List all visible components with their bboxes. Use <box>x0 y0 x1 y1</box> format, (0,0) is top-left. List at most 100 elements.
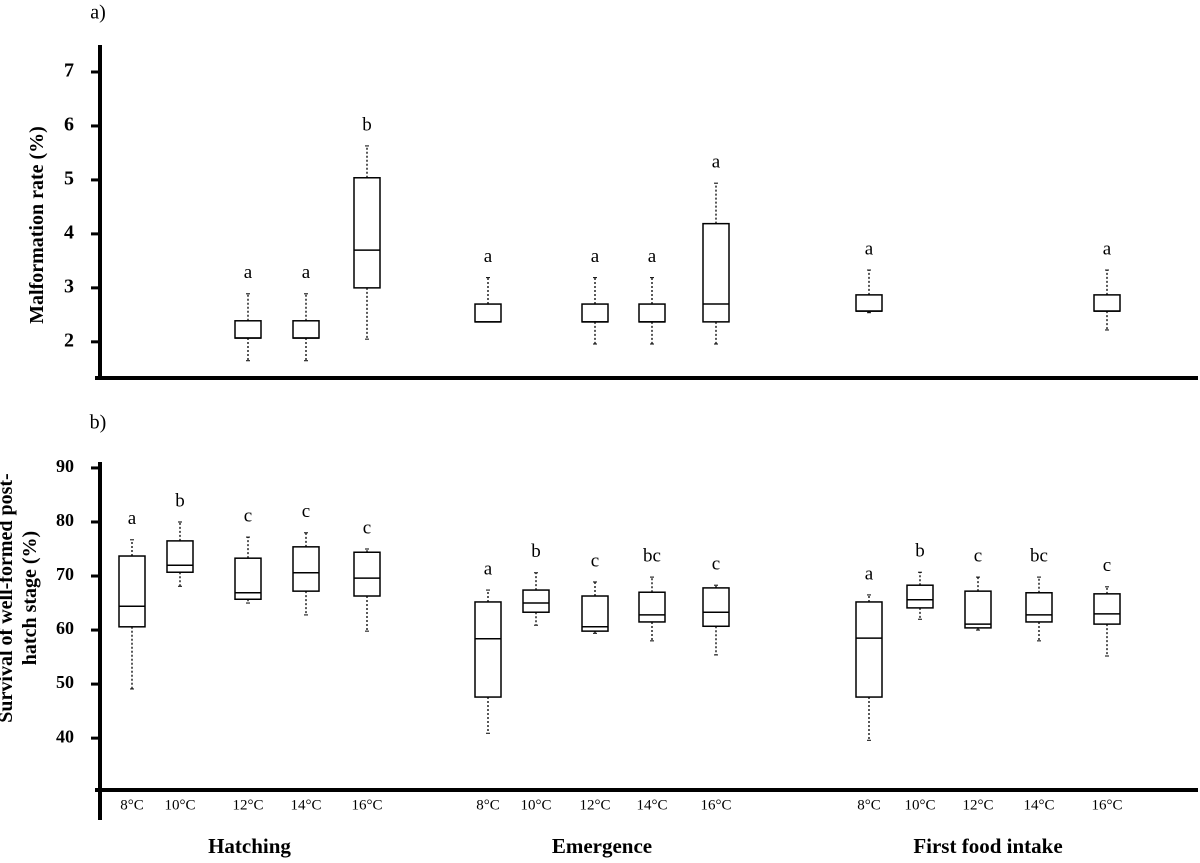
y-tick-label: 80 <box>56 510 74 530</box>
significance-letter: a <box>484 558 493 579</box>
significance-letter: a <box>865 238 874 259</box>
y-tick-label: 4 <box>64 221 74 243</box>
box-group: a <box>292 262 320 362</box>
x-group-label: Hatching <box>208 834 291 858</box>
box <box>292 546 320 592</box>
box <box>964 590 992 629</box>
box-group: a <box>855 238 883 314</box>
box-group: a <box>234 262 262 362</box>
x-tick-label: 8°C <box>857 797 881 813</box>
box <box>906 584 934 609</box>
box-group: bc <box>1025 545 1053 642</box>
box <box>581 303 609 323</box>
significance-letter: b <box>175 490 185 511</box>
box-group: c <box>581 550 609 634</box>
box-group: a <box>855 563 883 741</box>
significance-letter: a <box>648 246 657 267</box>
box-group: b <box>166 490 194 587</box>
y-axis-label: Survival of well-formed post-hatch stage… <box>0 473 41 722</box>
x-tick-label: 16°C <box>1091 797 1122 813</box>
box-group: a <box>1093 238 1121 331</box>
y-tick-label: 70 <box>56 564 74 584</box>
significance-letter: b <box>915 541 925 562</box>
significance-letter: a <box>865 563 874 584</box>
box-group: c <box>234 505 262 604</box>
box <box>166 540 194 573</box>
x-tick-label: 16°C <box>351 797 382 813</box>
y-tick-label: 2 <box>64 329 74 351</box>
y-tick-label: 7 <box>64 60 74 82</box>
box-group: b <box>522 541 550 626</box>
box <box>474 303 502 323</box>
significance-letter: c <box>363 517 371 538</box>
box-group: bc <box>638 545 666 642</box>
significance-letter: a <box>712 152 721 173</box>
significance-letter: c <box>974 545 982 566</box>
box-group: b <box>353 114 381 340</box>
significance-letter: a <box>302 262 311 283</box>
x-group-label: First food intake <box>913 834 1062 858</box>
y-tick-label: 3 <box>64 275 74 297</box>
box <box>581 595 609 632</box>
x-tick-label: 10°C <box>904 797 935 813</box>
x-group-label: Emergence <box>552 834 652 858</box>
x-tick-label: 8°C <box>120 797 144 813</box>
box <box>702 587 730 628</box>
box-group: a <box>118 508 146 690</box>
box <box>353 177 381 289</box>
significance-letter: a <box>128 508 137 529</box>
box <box>292 320 320 339</box>
y-tick-label: 6 <box>64 114 74 136</box>
significance-letter: bc <box>643 545 661 566</box>
significance-letter: b <box>531 541 541 562</box>
y-tick-label: 40 <box>56 726 74 746</box>
box <box>855 601 883 698</box>
significance-letter: a <box>484 246 493 267</box>
box <box>234 320 262 339</box>
x-tick-label: 14°C <box>636 797 667 813</box>
box <box>118 555 146 628</box>
box-group: c <box>702 554 730 656</box>
y-tick-label: 90 <box>56 456 74 476</box>
significance-letter: bc <box>1030 545 1048 566</box>
significance-letter: c <box>712 554 720 575</box>
box-group: a <box>581 246 609 345</box>
box <box>1093 593 1121 625</box>
y-axis-label-line: Malformation rate (%) <box>26 126 48 324</box>
box <box>702 222 730 323</box>
box-group: c <box>1093 555 1121 657</box>
box <box>638 303 666 323</box>
x-tick-label: 10°C <box>520 797 551 813</box>
panel-label: a) <box>90 2 106 24</box>
box-group: a <box>474 246 502 323</box>
box-group: c <box>292 501 320 616</box>
significance-letter: c <box>591 550 599 571</box>
box-group: c <box>353 517 381 632</box>
box <box>1025 592 1053 623</box>
significance-letter: b <box>362 114 372 135</box>
box-group: b <box>906 541 934 620</box>
x-tick-label: 12°C <box>232 797 263 813</box>
x-tick-label: 10°C <box>164 797 195 813</box>
y-tick-label: 50 <box>56 672 74 692</box>
box <box>638 591 666 623</box>
box <box>474 601 502 698</box>
box <box>855 294 883 312</box>
x-tick-label: 16°C <box>700 797 731 813</box>
significance-letter: c <box>1103 555 1111 576</box>
x-tick-label: 12°C <box>579 797 610 813</box>
box-group: a <box>702 152 730 345</box>
significance-letter: c <box>244 505 252 526</box>
panel-label: b) <box>90 412 107 434</box>
significance-letter: a <box>244 262 253 283</box>
box-group: a <box>474 558 502 734</box>
y-tick-label: 5 <box>64 168 74 190</box>
x-tick-label: 14°C <box>1023 797 1054 813</box>
y-axis-label-line: Survival of well-formed post- <box>0 473 17 722</box>
box-group: a <box>638 246 666 345</box>
box <box>1093 294 1121 312</box>
y-tick-label: 60 <box>56 618 74 638</box>
x-tick-label: 14°C <box>290 797 321 813</box>
x-tick-label: 12°C <box>962 797 993 813</box>
